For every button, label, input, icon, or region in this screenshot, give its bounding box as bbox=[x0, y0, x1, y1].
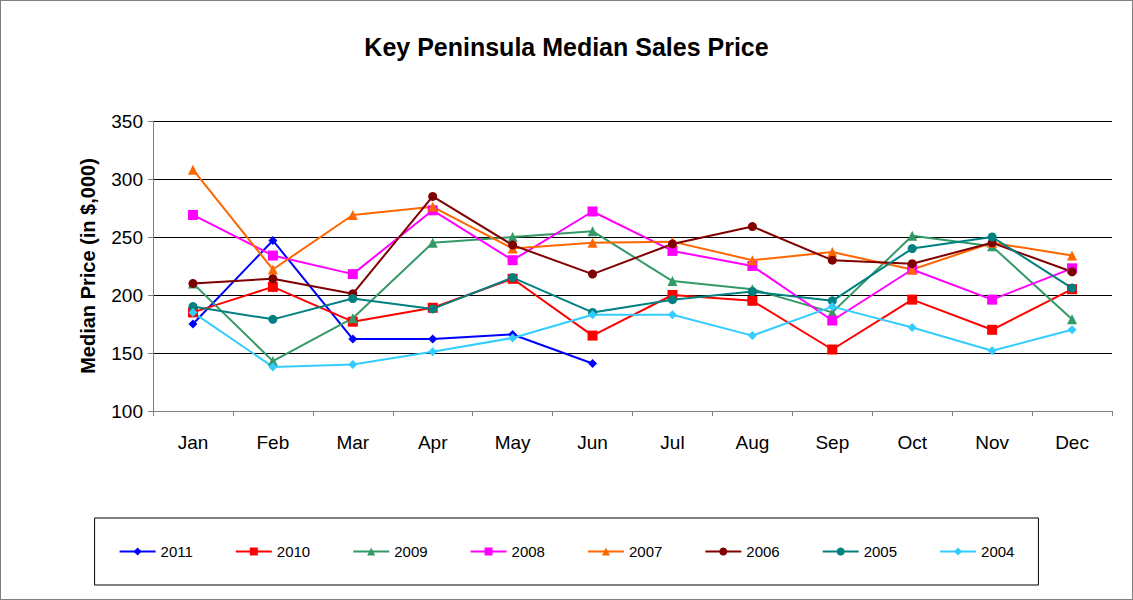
svg-text:350: 350 bbox=[111, 111, 143, 132]
svg-text:2011: 2011 bbox=[161, 543, 193, 560]
svg-text:Dec: Dec bbox=[1055, 432, 1089, 453]
svg-text:Aug: Aug bbox=[735, 432, 769, 453]
svg-text:250: 250 bbox=[111, 227, 143, 248]
svg-text:Jan: Jan bbox=[178, 432, 209, 453]
svg-text:2005: 2005 bbox=[864, 543, 897, 560]
svg-text:2004: 2004 bbox=[981, 543, 1014, 560]
svg-text:Median Price (in $,000): Median Price (in $,000) bbox=[77, 158, 99, 374]
svg-text:2007: 2007 bbox=[629, 543, 662, 560]
svg-text:Apr: Apr bbox=[418, 432, 448, 453]
svg-text:100: 100 bbox=[111, 401, 143, 422]
svg-text:Feb: Feb bbox=[257, 432, 290, 453]
svg-text:Nov: Nov bbox=[975, 432, 1009, 453]
svg-text:Jun: Jun bbox=[577, 432, 608, 453]
svg-text:Key Peninsula Median Sales Pri: Key Peninsula Median Sales Price bbox=[364, 33, 768, 61]
svg-text:300: 300 bbox=[111, 169, 143, 190]
svg-text:150: 150 bbox=[111, 343, 143, 364]
svg-text:Mar: Mar bbox=[336, 432, 369, 453]
svg-text:2009: 2009 bbox=[394, 543, 427, 560]
svg-text:2008: 2008 bbox=[512, 543, 545, 560]
svg-text:2010: 2010 bbox=[277, 543, 310, 560]
svg-text:Sep: Sep bbox=[815, 432, 849, 453]
svg-text:May: May bbox=[495, 432, 531, 453]
svg-text:200: 200 bbox=[111, 285, 143, 306]
svg-text:Jul: Jul bbox=[660, 432, 684, 453]
svg-text:2006: 2006 bbox=[746, 543, 779, 560]
svg-text:Oct: Oct bbox=[897, 432, 927, 453]
